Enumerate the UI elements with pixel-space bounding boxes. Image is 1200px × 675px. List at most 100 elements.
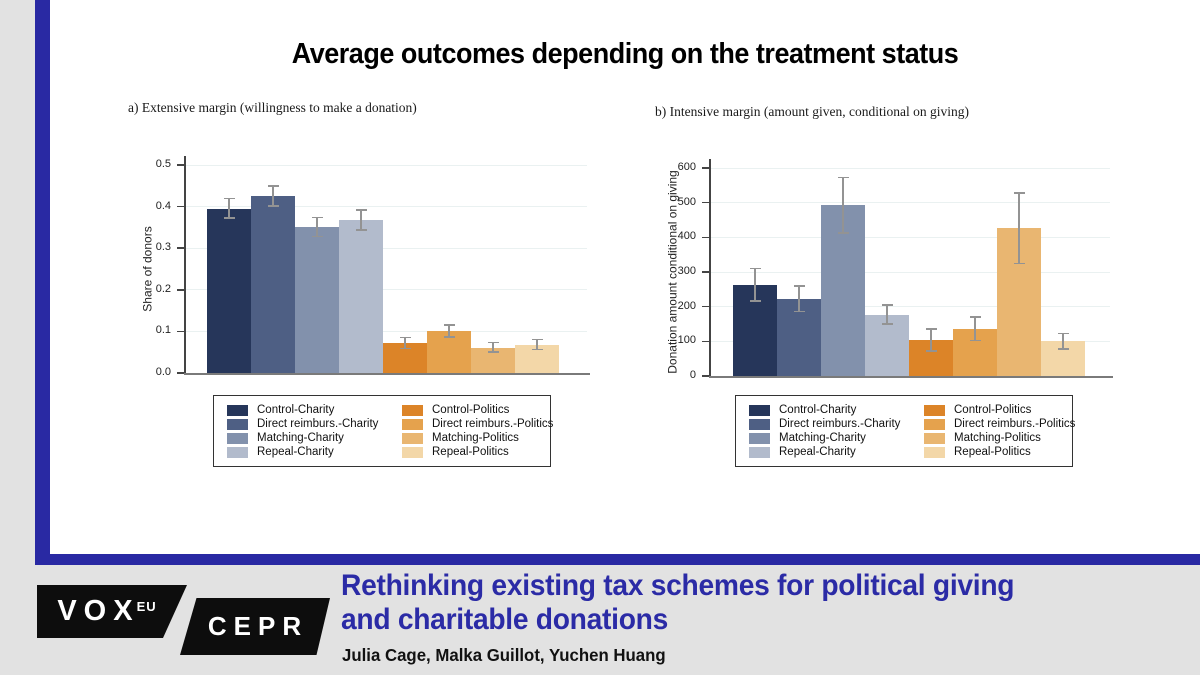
- legend-item: Control-Charity: [227, 403, 402, 417]
- voxeu-logo: VOXEU: [37, 585, 187, 638]
- y-axis-tick-label: 500: [677, 195, 696, 208]
- y-axis-tick-label: 400: [677, 230, 696, 243]
- gridline: [710, 306, 1110, 308]
- error-bar-cap-top: [223, 197, 235, 200]
- legend-item-label: Repeal-Charity: [257, 446, 334, 458]
- error-bar-cap-top: [487, 341, 499, 344]
- gridline: [185, 247, 587, 249]
- y-axis-tick-label: 0.1: [155, 324, 171, 337]
- bar-direct-reimburs-charity: [251, 196, 295, 373]
- legend-item: Direct reimburs.-Charity: [749, 417, 924, 431]
- legend-item-label: Control-Politics: [432, 404, 510, 416]
- legend-item-label: Matching-Politics: [954, 432, 1041, 444]
- y-axis-tick: [702, 201, 709, 204]
- legend-swatch-icon: [749, 418, 770, 430]
- y-axis-tick-label: 300: [677, 265, 696, 277]
- gridline: [185, 330, 587, 332]
- legend-swatch-icon: [402, 404, 423, 416]
- bar-matching-charity: [821, 205, 865, 376]
- error-bar: [974, 317, 976, 341]
- chart-b-legend: Control-Charity Direct reimburs.-Charity M…: [735, 395, 1075, 467]
- legend-item: Repeal-Charity: [227, 445, 402, 459]
- y-axis-tick-label: 0.3: [155, 241, 171, 254]
- y-axis-tick-label: 0.4: [155, 199, 171, 212]
- legend-item: Repeal-Charity: [749, 445, 924, 459]
- y-axis-tick-label: 0: [689, 369, 696, 381]
- legend-swatch-icon: [924, 418, 945, 430]
- legend-item: Direct reimburs.-Politics: [924, 417, 1075, 431]
- error-bar-cap-top: [881, 304, 893, 306]
- error-bar-cap-top: [1057, 332, 1069, 335]
- bar-repeal-charity: [339, 219, 383, 373]
- error-bar-cap-top: [969, 316, 981, 318]
- bar-matching-charity: [295, 226, 339, 373]
- error-bar-cap-top: [837, 176, 849, 179]
- y-axis-tick: [702, 340, 709, 343]
- error-bar: [754, 268, 756, 301]
- voxeu-logo-text: VOXEU: [57, 595, 157, 627]
- legend-item: Direct reimburs.-Politics: [402, 417, 553, 431]
- error-bar-cap-top: [925, 328, 937, 330]
- error-bar-cap-bottom: [399, 347, 411, 350]
- legend-item: Matching-Politics: [402, 431, 553, 445]
- y-axis-tick: [177, 247, 184, 249]
- legend-item: Control-Politics: [402, 403, 553, 417]
- error-bar-cap-bottom: [311, 235, 323, 238]
- legend-swatch-icon: [227, 418, 248, 430]
- y-axis-tick: [702, 375, 709, 377]
- legend-item-label: Repeal-Politics: [432, 446, 509, 458]
- legend-swatch-icon: [924, 446, 945, 458]
- bar-direct-reimburs-politics: [427, 330, 471, 373]
- y-axis-tick-label: 100: [677, 334, 696, 347]
- error-bar-cap-bottom: [1013, 262, 1025, 265]
- error-bar-cap-bottom: [355, 229, 367, 231]
- gridline: [185, 164, 587, 166]
- error-bar-cap-bottom: [925, 350, 937, 352]
- legend-item-label: Control-Charity: [779, 404, 857, 416]
- chart-b-plot-area: 0 100 200 300 400 500 600: [678, 159, 1113, 381]
- error-bar: [492, 342, 494, 353]
- legend-item: Control-Politics: [924, 403, 1075, 417]
- y-axis-tick-label: 600: [677, 161, 696, 173]
- chart-a-legend: Control-Charity Direct reimburs.-Charity M…: [213, 395, 553, 467]
- y-axis-tick: [702, 271, 709, 273]
- y-axis-tick: [702, 236, 709, 239]
- y-axis-tick-label: 0.0: [155, 366, 171, 378]
- legend-item: Matching-Charity: [749, 431, 924, 445]
- error-bar-cap-top: [443, 324, 455, 326]
- legend-swatch-icon: [749, 432, 770, 444]
- cepr-logo: CEPR: [180, 598, 330, 655]
- error-bar-cap-bottom: [749, 300, 761, 302]
- legend-item-label: Control-Politics: [954, 404, 1032, 416]
- legend-item-label: Direct reimburs.-Politics: [954, 418, 1076, 430]
- y-axis-tick: [177, 330, 184, 333]
- error-bar: [930, 329, 932, 352]
- legend-swatch-icon: [402, 446, 423, 458]
- legend-item-label: Control-Charity: [257, 404, 335, 416]
- error-bar-cap-top: [531, 338, 543, 341]
- error-bar-cap-top: [749, 267, 761, 270]
- legend-item: Control-Charity: [749, 403, 924, 417]
- legend-item: Repeal-Politics: [402, 445, 553, 459]
- error-bar: [404, 337, 406, 349]
- error-bar: [360, 209, 362, 230]
- legend-swatch-icon: [227, 432, 248, 444]
- gridline: [185, 289, 587, 291]
- error-bar-cap-bottom: [267, 205, 279, 207]
- legend-swatch-icon: [924, 432, 945, 444]
- bar-repeal-charity: [865, 314, 909, 376]
- legend-item-label: Direct reimburs.-Charity: [257, 418, 379, 430]
- error-bar-cap-bottom: [1057, 348, 1069, 350]
- error-bar: [1018, 192, 1020, 264]
- error-bar-cap-bottom: [223, 217, 235, 219]
- y-axis-tick: [177, 164, 184, 166]
- error-bar-cap-top: [1013, 192, 1025, 194]
- error-bar: [536, 339, 538, 350]
- y-axis-tick: [702, 167, 709, 169]
- error-bar-cap-top: [793, 285, 805, 287]
- error-bar-cap-bottom: [881, 323, 893, 325]
- figure-title: Average outcomes depending on the treatm…: [291, 38, 959, 70]
- y-axis-line: [709, 159, 711, 376]
- legend-item: Direct reimburs.-Charity: [227, 417, 402, 431]
